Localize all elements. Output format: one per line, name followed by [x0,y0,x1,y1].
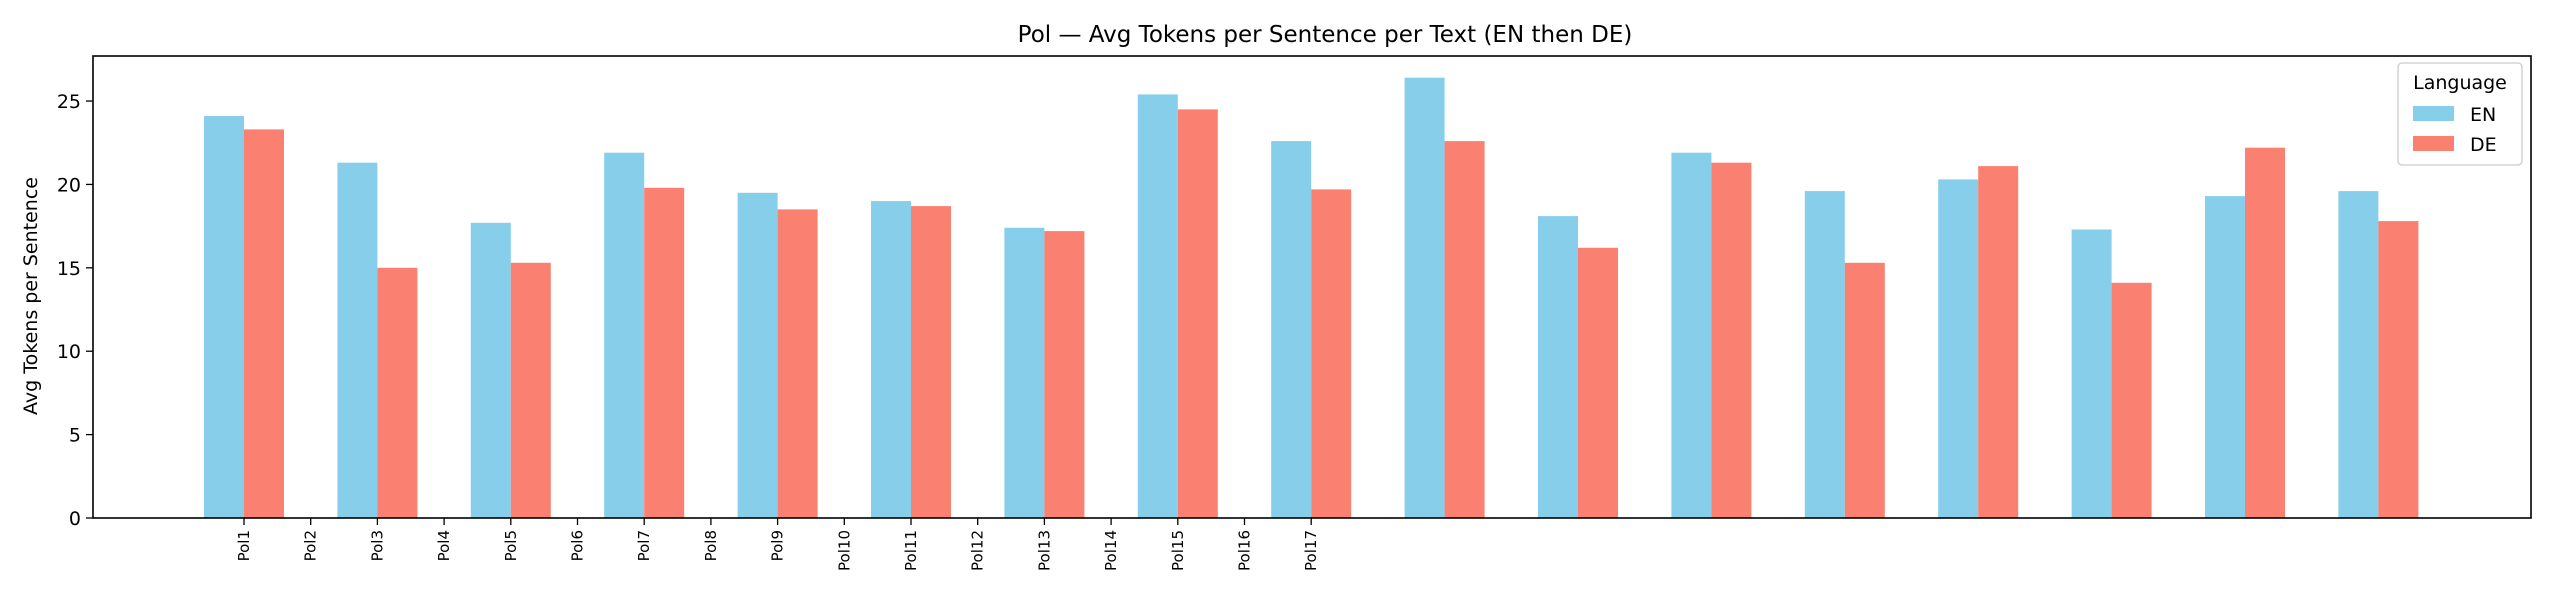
y-tick-label: 15 [57,258,81,280]
bar-en-13 [1804,191,1845,518]
x-tick-label: Pol10 [835,530,853,571]
bar-de-5 [777,209,818,518]
bar-de-9 [1311,189,1352,518]
bars-group [204,77,2419,519]
bar-en-8 [1137,94,1178,519]
bar-de-17 [2378,221,2419,518]
x-tick-label: Pol5 [502,530,520,561]
x-tick-label: Pol9 [769,530,787,561]
x-tick-label: Pol14 [1102,530,1120,571]
legend-swatch-en [2413,106,2454,121]
legend: Language EN DE [2397,62,2523,166]
y-tick-label: 25 [57,91,81,113]
bar-en-11 [1538,216,1578,518]
x-tick-label: Pol1 [235,530,253,561]
legend-title: Language [2413,72,2507,94]
y-axis-label: Avg Tokens per Sentence [20,177,42,415]
y-tick-label: 20 [57,174,81,196]
bar-en-2 [337,162,378,518]
bar-de-1 [244,129,284,518]
bar-en-17 [2338,191,2379,518]
bar-de-2 [377,267,418,518]
y-tick-label: 0 [69,508,81,530]
x-tick-label: Pol17 [1302,530,1320,571]
x-tick-label: Pol6 [569,530,587,561]
legend-label-de: DE [2470,134,2497,156]
bar-en-6 [871,201,911,518]
bar-de-16 [2245,147,2285,518]
bar-en-3 [470,222,511,519]
legend-label-en: EN [2470,104,2496,126]
x-tick-label: Pol4 [435,530,453,561]
bar-en-9 [1271,141,1312,518]
bar-de-6 [911,206,951,518]
x-tick-label: Pol2 [302,530,320,561]
y-tick-label: 5 [69,425,81,447]
bar-de-14 [1978,166,2019,518]
bar-en-7 [1004,227,1045,519]
bar-de-8 [1177,109,1218,519]
legend-swatch-de [2413,136,2454,151]
x-tick-label: Pol3 [368,530,386,561]
bar-de-15 [2111,282,2152,518]
bar-de-12 [1711,162,1752,518]
bar-de-13 [1844,262,1885,518]
y-tick-label: 10 [57,341,81,363]
x-tick-label: Pol13 [1035,530,1053,571]
bar-en-16 [2205,196,2245,518]
bar-en-15 [2071,229,2112,518]
bar-en-5 [737,192,778,519]
x-tick-label: Pol16 [1236,530,1254,571]
bar-de-10 [1444,141,1485,518]
x-tick-label: Pol12 [969,530,987,571]
bar-de-7 [1044,231,1085,518]
bar-en-10 [1404,77,1445,518]
bar-en-14 [1938,179,1979,518]
bar-de-3 [510,262,551,518]
x-tick-label: Pol11 [902,530,920,571]
bar-de-11 [1578,247,1618,519]
bar-en-12 [1671,152,1712,518]
bar-de-4 [644,187,685,519]
x-tick-label: Pol15 [1169,530,1187,571]
plot-frame [92,55,2532,519]
bar-en-4 [604,152,645,518]
x-tick-label: Pol7 [635,530,653,561]
bar-en-1 [204,116,244,518]
x-tick-label: Pol8 [702,530,720,561]
x-ticks: Pol1 Pol2 Pol3 Pol4 Pol5 Pol6 Pol7 Pol8 Pol9 Pol1… [235,518,1320,571]
y-ticks: 0 5 10 15 20 25 [57,91,93,530]
chart-title: Pol — Avg Tokens per Sentence per Text (… [1018,22,1633,48]
